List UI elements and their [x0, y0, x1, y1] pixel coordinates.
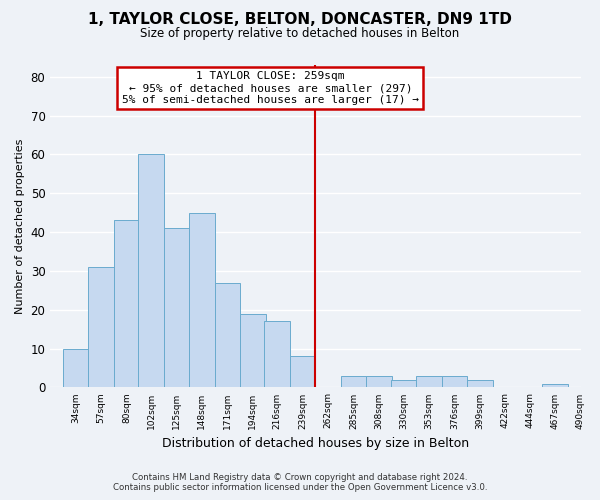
Bar — [391, 380, 416, 388]
Bar — [164, 228, 189, 388]
Bar — [542, 384, 568, 388]
Bar — [88, 267, 114, 388]
Bar — [138, 154, 164, 388]
Bar — [290, 356, 316, 388]
X-axis label: Distribution of detached houses by size in Belton: Distribution of detached houses by size … — [162, 437, 469, 450]
Bar — [240, 314, 266, 388]
Bar — [416, 376, 442, 388]
Bar — [367, 376, 392, 388]
Y-axis label: Number of detached properties: Number of detached properties — [15, 138, 25, 314]
Bar — [467, 380, 493, 388]
Bar — [189, 212, 215, 388]
Text: 1 TAYLOR CLOSE: 259sqm
← 95% of detached houses are smaller (297)
5% of semi-det: 1 TAYLOR CLOSE: 259sqm ← 95% of detached… — [122, 72, 419, 104]
Bar — [215, 282, 240, 388]
Bar — [114, 220, 139, 388]
Bar — [265, 322, 290, 388]
Text: Size of property relative to detached houses in Belton: Size of property relative to detached ho… — [140, 28, 460, 40]
Bar — [442, 376, 467, 388]
Bar — [63, 348, 88, 388]
Bar — [341, 376, 367, 388]
Text: Contains HM Land Registry data © Crown copyright and database right 2024.
Contai: Contains HM Land Registry data © Crown c… — [113, 473, 487, 492]
Text: 1, TAYLOR CLOSE, BELTON, DONCASTER, DN9 1TD: 1, TAYLOR CLOSE, BELTON, DONCASTER, DN9 … — [88, 12, 512, 28]
